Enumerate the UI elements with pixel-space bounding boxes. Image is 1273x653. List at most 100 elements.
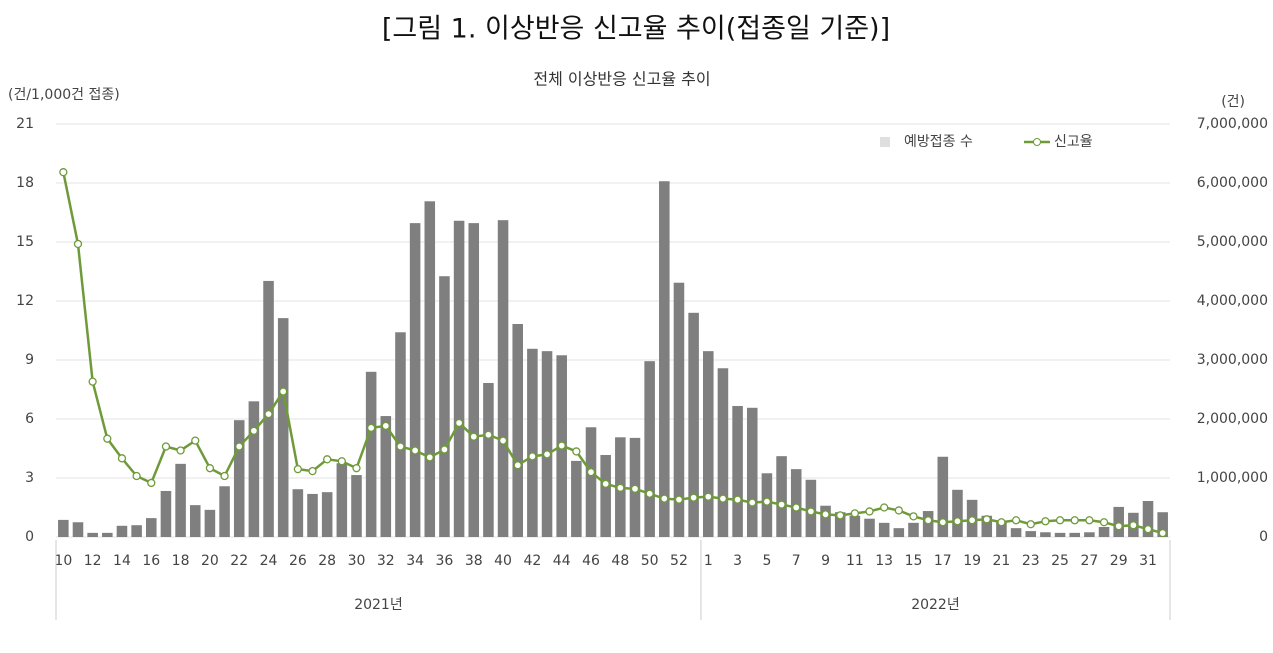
x-tick-label: 38 <box>465 553 483 569</box>
line-marker <box>645 489 654 498</box>
line-marker <box>762 497 772 506</box>
x-tick-label: 5 <box>762 553 771 569</box>
x-tick-label: 23 <box>1022 553 1040 569</box>
line-marker <box>88 377 97 386</box>
line-marker <box>880 503 889 512</box>
line-marker <box>748 498 757 507</box>
bar <box>952 489 963 537</box>
x-tick-label: 40 <box>494 553 512 569</box>
y2-tick-label: 3,000,000 <box>1197 352 1268 368</box>
bar <box>878 522 890 537</box>
line-marker <box>806 507 816 516</box>
x-tick-label: 27 <box>1080 553 1098 569</box>
bar <box>189 505 201 537</box>
x-tick-label: 32 <box>377 553 395 569</box>
bar <box>1054 532 1066 537</box>
bar <box>527 348 538 537</box>
line-marker <box>205 464 215 473</box>
x-tick-label: 48 <box>611 553 629 569</box>
x-tick-label: 11 <box>846 553 864 569</box>
line-marker <box>440 445 449 454</box>
x-tick-label: 50 <box>641 553 659 569</box>
line-marker <box>279 387 288 396</box>
x-tick-label: 17 <box>934 553 952 569</box>
line-marker <box>308 466 317 476</box>
line-marker <box>454 418 464 428</box>
line-marker <box>1158 528 1167 538</box>
line-marker <box>909 512 918 521</box>
line-marker <box>792 503 801 512</box>
y-tick-label: 9 <box>25 352 34 368</box>
bar <box>541 351 553 537</box>
line-marker <box>836 511 845 520</box>
bar <box>732 406 743 537</box>
x-tick-label: 7 <box>792 553 801 569</box>
bar <box>688 312 699 537</box>
bar <box>58 519 69 537</box>
x-tick-label: 15 <box>905 553 923 569</box>
x-tick-label: 22 <box>230 553 248 569</box>
line-marker <box>953 517 962 526</box>
line-marker <box>1055 516 1065 525</box>
bar <box>908 522 919 537</box>
x-tick-label: 1 <box>704 553 713 569</box>
line-marker <box>601 479 610 489</box>
bar <box>1142 501 1154 537</box>
line-marker <box>132 471 141 481</box>
line-marker <box>1011 516 1021 525</box>
bar <box>585 427 597 537</box>
line-marker <box>1026 520 1035 529</box>
bar <box>409 223 421 537</box>
line-marker <box>777 500 786 509</box>
line-marker <box>733 495 742 504</box>
bar <box>219 486 230 537</box>
line-marker <box>513 461 522 470</box>
line-marker <box>1085 516 1094 525</box>
line-marker <box>1070 516 1079 525</box>
line-marker <box>674 495 684 504</box>
line-marker <box>821 510 830 519</box>
bar <box>1025 531 1037 537</box>
y2-tick-label: 4,000,000 <box>1197 293 1268 309</box>
x-tick-label: 46 <box>582 553 600 569</box>
bar <box>483 383 494 537</box>
line-marker <box>1143 524 1153 534</box>
bar <box>820 505 831 537</box>
bar <box>439 276 450 537</box>
line-marker <box>850 509 860 518</box>
line-marker <box>630 484 640 493</box>
y-tick-label: 3 <box>25 470 34 486</box>
bar <box>160 490 172 537</box>
line-marker <box>923 516 933 525</box>
x-tick-label: 34 <box>406 553 424 569</box>
y-tick-label: 6 <box>25 411 34 427</box>
bar <box>512 324 524 537</box>
line-marker <box>586 467 596 477</box>
bar <box>1157 512 1168 537</box>
x-tick-label: 18 <box>172 553 190 569</box>
x-tick-label: 3 <box>733 553 742 569</box>
y2-tick-label: 5,000,000 <box>1197 234 1268 250</box>
y-tick-label: 18 <box>16 175 34 191</box>
x-tick-label: 52 <box>670 553 688 569</box>
line-marker <box>572 447 581 456</box>
y2-axis-label: (건) <box>1221 94 1245 110</box>
y2-tick-label: 6,000,000 <box>1197 175 1268 191</box>
bar <box>717 368 729 537</box>
bar <box>571 460 582 537</box>
legend-label: 신고율 <box>1054 134 1093 150</box>
bar <box>145 518 157 537</box>
bar <box>204 509 216 537</box>
bar <box>1069 532 1081 537</box>
bar <box>468 223 480 537</box>
line-marker <box>469 432 478 441</box>
bar <box>659 181 670 538</box>
line-marker <box>220 471 229 481</box>
x-tick-label: 30 <box>348 553 366 569</box>
bar <box>790 469 802 537</box>
bar <box>248 401 260 537</box>
line-marker <box>396 442 405 451</box>
bar <box>497 220 509 538</box>
bar <box>72 522 84 537</box>
